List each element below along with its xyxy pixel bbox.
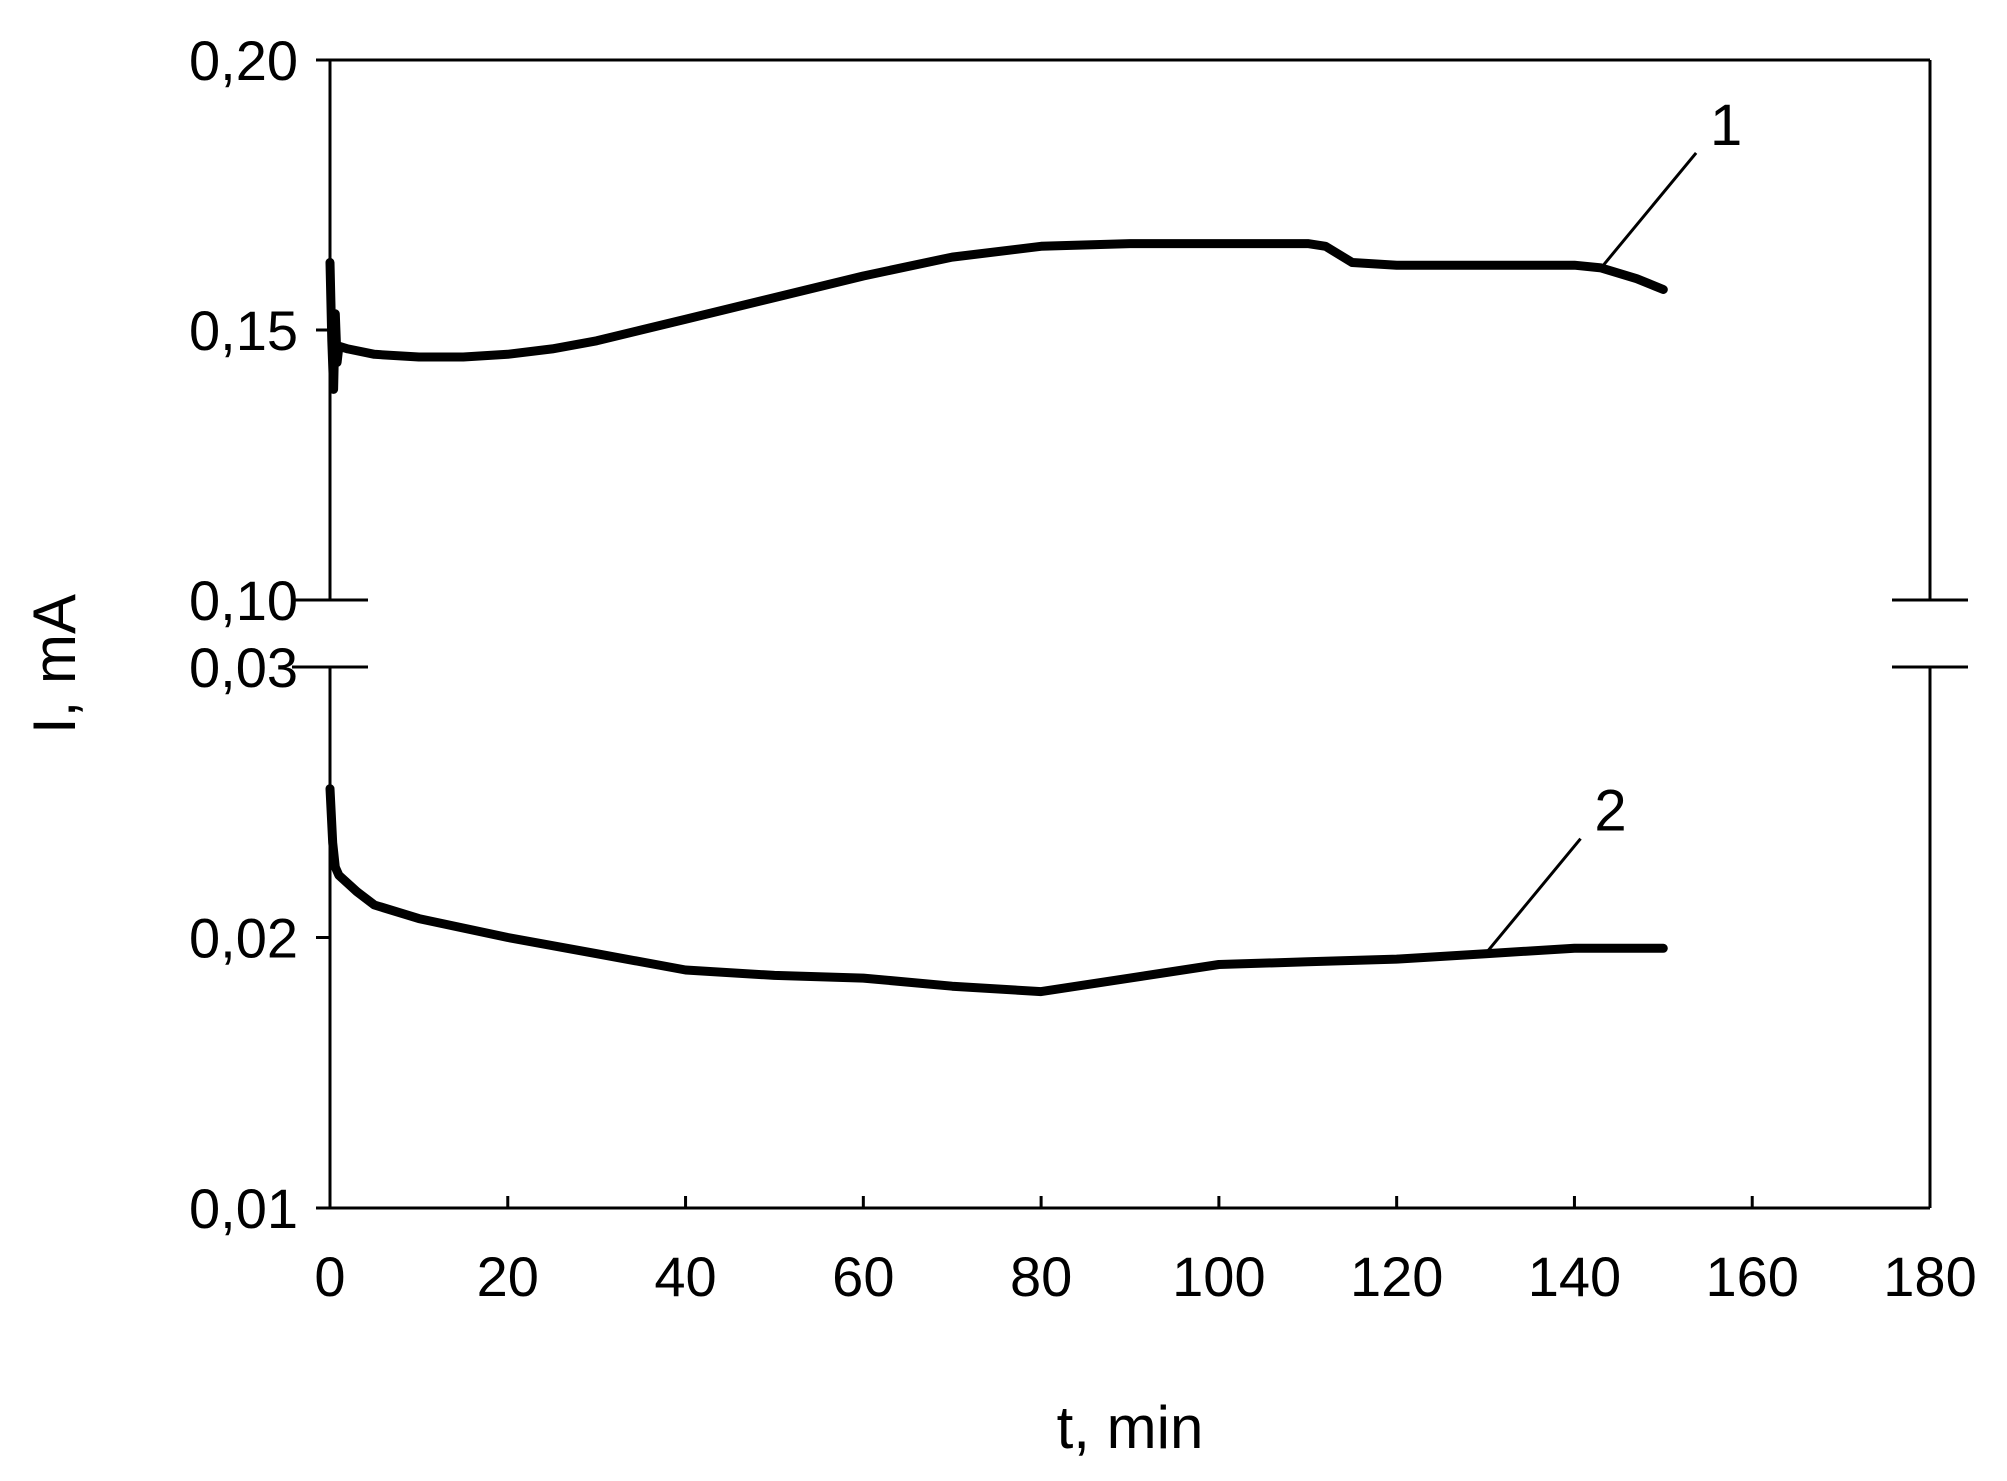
series-group (325, 239, 1668, 997)
series-line-1 (325, 239, 1668, 394)
x-tick-label: 160 (1706, 1245, 1799, 1308)
x-tick-label: 60 (832, 1245, 894, 1308)
plot-frame (292, 58, 1968, 1210)
y-tick-label: 0,03 (189, 636, 298, 699)
leader-line-2 (1484, 837, 1582, 955)
y-tick-label: 0,10 (189, 569, 298, 632)
x-tick-label: 100 (1172, 1245, 1265, 1308)
curve-labels: 12 (1484, 93, 1742, 955)
series-line-2 (325, 784, 1668, 997)
y-axis: 0,10 0,15 0,20 0,01 0,02 0,03 (189, 29, 330, 1240)
y-tick-label: 0,20 (189, 29, 298, 92)
y-tick-label: 0,02 (189, 907, 298, 970)
x-tick-label: 140 (1528, 1245, 1621, 1308)
x-tick-label: 120 (1350, 1245, 1443, 1308)
x-axis: 0 20 40 60 80 100 120 140 160 180 (314, 1196, 1977, 1308)
x-axis-title: t, min (1057, 1394, 1204, 1461)
x-tick-label: 180 (1883, 1245, 1976, 1308)
x-tick-label: 40 (654, 1245, 716, 1308)
y-tick-label: 0,01 (189, 1177, 298, 1240)
leader-line-1 (1599, 151, 1698, 269)
y-tick-label: 0,15 (189, 299, 298, 362)
x-tick-label: 20 (477, 1245, 539, 1308)
x-tick-label: 0 (314, 1245, 345, 1308)
y-axis-title: I, mA (21, 594, 88, 734)
curve-label-2: 2 (1594, 779, 1626, 844)
curve-label-1: 1 (1710, 93, 1742, 158)
x-tick-label: 80 (1010, 1245, 1072, 1308)
